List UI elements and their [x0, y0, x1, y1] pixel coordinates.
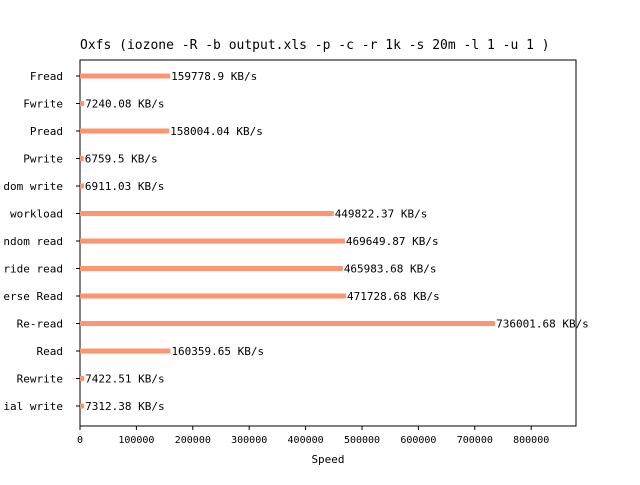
data-label-1: 7240.08 KB/s	[85, 98, 164, 111]
bar-3	[80, 156, 84, 161]
x-tick-label-5: 500000	[344, 435, 380, 446]
x-tick-label-3: 300000	[231, 435, 267, 446]
x-tick-label-0: 0	[77, 435, 83, 446]
category-label-3: Pwrite	[23, 153, 63, 166]
x-axis: 0 100000 200000 300000 400000 500000 600000 700…	[77, 426, 549, 446]
category-label-9: Re-read	[17, 318, 63, 331]
bars: 159778.9 KB/s 7240.08 KB/s 158004.04 KB/s 6…	[80, 70, 589, 413]
bar-11	[80, 376, 85, 381]
category-label-7: ride read	[3, 263, 63, 276]
x-tick-label-7: 700000	[457, 435, 493, 446]
bar-1	[80, 101, 85, 106]
data-label-2: 158004.04 KB/s	[170, 125, 263, 138]
bar-12	[80, 403, 85, 409]
bar-7	[80, 266, 343, 271]
bar-9	[80, 321, 496, 326]
data-label-6: 469649.87 KB/s	[346, 235, 439, 248]
category-label-5: workload	[10, 208, 63, 221]
data-label-0: 159778.9 KB/s	[171, 70, 257, 83]
category-label-6: ndom read	[3, 235, 63, 248]
category-label-2: Pread	[30, 125, 63, 138]
category-label-0: Fread	[30, 70, 63, 83]
x-tick-label-6: 600000	[400, 435, 436, 446]
data-label-12: 7312.38 KB/s	[85, 400, 164, 413]
data-label-4: 6911.03 KB/s	[85, 180, 164, 193]
x-axis-title: Speed	[311, 453, 344, 466]
x-tick-label-8: 800000	[513, 435, 549, 446]
data-label-8: 471728.68 KB/s	[347, 290, 440, 303]
bar-0	[80, 73, 171, 79]
bar-4	[80, 183, 84, 189]
category-label-11: Rewrite	[17, 373, 63, 386]
x-tick-label-1: 100000	[118, 435, 154, 446]
y-axis: Fread Fwrite Pread Pwrite dom write workload n…	[3, 70, 80, 413]
bar-2	[80, 128, 170, 134]
data-label-9: 736001.68 KB/s	[496, 318, 589, 331]
data-label-11: 7422.51 KB/s	[85, 373, 164, 386]
category-label-12: ial write	[3, 400, 63, 413]
category-label-8: erse Read	[3, 290, 63, 303]
bar-8	[80, 293, 347, 299]
x-tick-label-2: 200000	[175, 435, 211, 446]
data-label-3: 6759.5 KB/s	[85, 153, 158, 166]
category-label-4: dom write	[3, 180, 63, 193]
chart-title: Oxfs (iozone -R -b output.xls -p -c -r 1…	[80, 38, 550, 53]
bar-5	[80, 211, 334, 216]
data-label-10: 160359.65 KB/s	[171, 345, 264, 358]
data-label-5: 449822.37 KB/s	[335, 208, 428, 221]
x-tick-label-4: 400000	[288, 435, 324, 446]
bar-6	[80, 238, 345, 244]
category-label-10: Read	[37, 345, 64, 358]
bar-10	[80, 348, 171, 354]
data-label-7: 465983.68 KB/s	[344, 263, 437, 276]
category-label-1: Fwrite	[23, 98, 63, 111]
